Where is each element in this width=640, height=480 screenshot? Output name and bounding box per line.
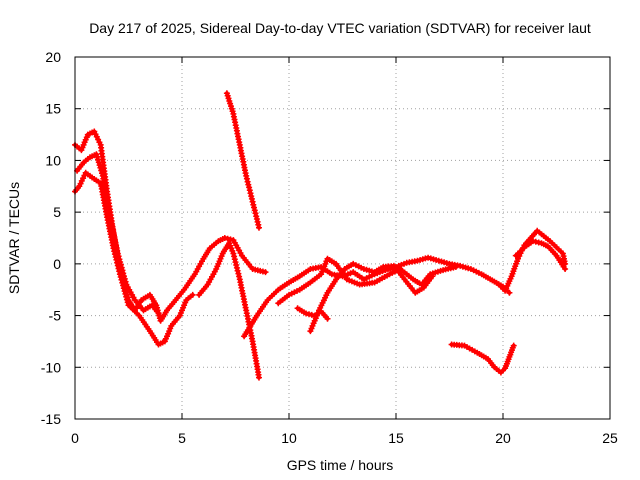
series-track-d xyxy=(196,240,262,381)
series-track-f xyxy=(241,254,513,340)
series-track-e xyxy=(223,90,262,231)
plus-markers xyxy=(196,240,262,381)
plus-markers xyxy=(223,90,262,231)
y-tick-label: 5 xyxy=(53,204,61,220)
y-tick-label: 10 xyxy=(45,152,61,168)
plus-markers xyxy=(512,238,569,272)
chart-title: Day 217 of 2025, Sidereal Day-to-day VTE… xyxy=(89,20,591,36)
series-track-h xyxy=(307,260,436,335)
series-track-c xyxy=(74,151,162,317)
plot-frame xyxy=(74,56,611,420)
y-tick-label: 0 xyxy=(53,256,61,272)
series-track-i xyxy=(294,305,331,322)
series-track-l xyxy=(512,238,569,272)
plus-markers xyxy=(448,341,517,376)
plus-markers xyxy=(241,254,513,340)
axis-ticks: 0 5 10 15 20 25 -15 -10 -5 0 5 10 15 20 xyxy=(41,49,618,446)
x-tick-label: 0 xyxy=(71,430,79,446)
y-axis-label: SDTVAR / TECUs xyxy=(6,182,22,294)
series-track-a xyxy=(72,128,269,324)
plus-markers xyxy=(72,169,196,348)
y-tick-label: -5 xyxy=(49,308,62,324)
x-tick-label: 15 xyxy=(388,430,404,446)
series-track-b xyxy=(72,169,196,348)
x-tick-label: 5 xyxy=(178,430,186,446)
plus-markers xyxy=(74,151,162,317)
series-line xyxy=(73,170,195,347)
grid-lines xyxy=(75,57,610,419)
y-tick-label: 15 xyxy=(45,101,61,117)
x-axis-label: GPS time / hours xyxy=(287,457,394,473)
plus-markers xyxy=(294,305,331,322)
x-tick-label: 20 xyxy=(495,430,511,446)
series-track-j xyxy=(448,341,517,376)
data-series xyxy=(72,90,569,381)
x-tick-label: 10 xyxy=(281,430,297,446)
x-tick-label: 25 xyxy=(602,430,618,446)
y-tick-label: 20 xyxy=(45,49,61,65)
y-tick-label: -15 xyxy=(41,411,61,427)
y-tick-label: -10 xyxy=(41,359,61,375)
